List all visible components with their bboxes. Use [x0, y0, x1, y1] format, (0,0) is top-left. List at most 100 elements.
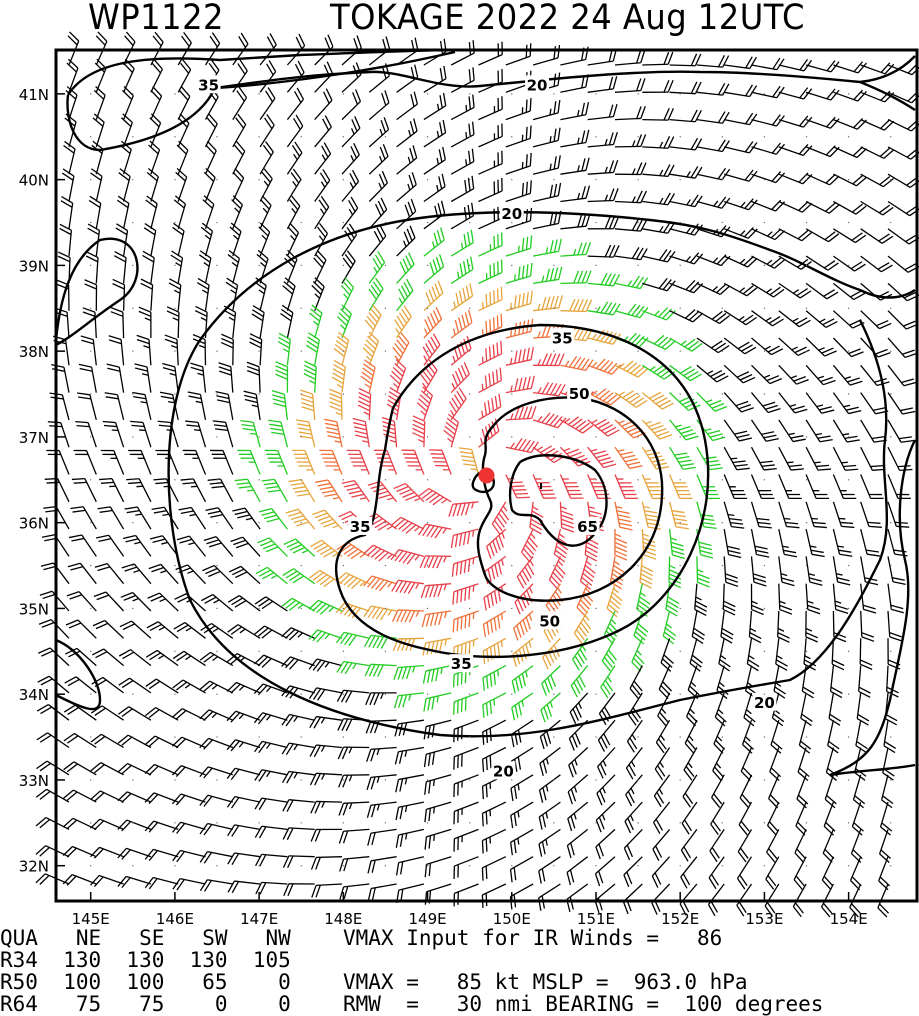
barb-feather — [683, 467, 696, 469]
barb-half-feather — [613, 588, 618, 592]
barb-half-feather — [294, 773, 297, 779]
barb-half-feather — [605, 139, 607, 145]
wind-barb — [364, 606, 397, 620]
barb-half-feather — [145, 318, 151, 320]
barb-feather — [710, 468, 723, 470]
wind-barb — [567, 884, 588, 912]
barb-feather — [540, 790, 543, 803]
barb-half-feather — [669, 566, 675, 569]
barb-feather — [663, 682, 672, 691]
barb-feather — [814, 526, 827, 527]
wind-barb — [833, 147, 866, 158]
barb-half-feather — [349, 747, 352, 753]
barb-feather — [881, 63, 890, 73]
barb-feather — [130, 421, 143, 422]
barb-half-feather — [160, 571, 166, 573]
barb-feather — [354, 427, 367, 430]
barb-feather — [149, 794, 158, 803]
barb-feather — [461, 617, 462, 630]
barb-feather — [486, 757, 487, 770]
wind-barb — [397, 199, 416, 229]
wind-barb — [311, 773, 342, 785]
barb-half-feather — [574, 813, 576, 819]
barb-feather — [862, 637, 874, 641]
barb-feather — [122, 794, 131, 803]
wind-barb — [479, 232, 503, 256]
barb-feather — [259, 227, 268, 236]
wind-barb — [861, 202, 894, 215]
barb-half-feather — [522, 700, 523, 706]
wind-barb — [806, 447, 831, 470]
barb-feather — [539, 871, 541, 884]
wind-barb — [125, 507, 151, 529]
barb-feather — [660, 435, 672, 439]
barb-half-feather — [791, 376, 797, 378]
barb-feather — [728, 550, 741, 553]
barb-feather — [77, 393, 90, 395]
wind-barb — [339, 775, 370, 788]
barb-feather — [313, 602, 322, 611]
barb-feather — [644, 511, 657, 513]
barb-half-feather — [790, 405, 796, 407]
wind-barb — [506, 235, 532, 256]
wind-barb — [250, 334, 262, 366]
wind-barb — [315, 89, 332, 120]
wind-barb — [412, 416, 424, 447]
barb-feather — [444, 93, 446, 106]
barb-half-feather — [408, 157, 410, 163]
wind-barb — [260, 60, 276, 92]
barb-feather — [442, 174, 445, 187]
barb-feather — [367, 805, 370, 817]
barb-feather — [523, 407, 527, 419]
barb-feather — [870, 466, 883, 467]
barb-half-feather — [143, 346, 149, 348]
grid-dot — [132, 822, 133, 823]
barb-feather — [422, 615, 425, 628]
wind-barb — [615, 475, 638, 499]
barb-half-feather — [537, 447, 543, 450]
barb-feather — [579, 603, 588, 612]
wind-barb — [888, 120, 919, 131]
grid-dot — [90, 479, 91, 480]
barb-feather — [609, 77, 612, 90]
barb-feather — [812, 554, 825, 556]
barb-feather — [761, 432, 774, 435]
barb-feather — [470, 283, 473, 296]
barb-feather — [441, 228, 445, 240]
wind-barb — [541, 693, 560, 722]
barb-feather — [487, 649, 488, 662]
barb-half-feather — [787, 462, 793, 463]
barb-feather — [386, 36, 390, 48]
barb-feather — [558, 183, 560, 196]
barb-feather — [789, 465, 802, 466]
barb-feather — [737, 435, 750, 438]
wind-barb — [306, 333, 319, 365]
wind-barb — [255, 798, 287, 810]
barb-feather — [111, 308, 123, 313]
barb-half-feather — [415, 555, 419, 560]
barb-feather — [210, 515, 223, 518]
wind-barb — [806, 229, 839, 242]
barb-half-feather — [313, 321, 318, 325]
wind-barb — [81, 336, 96, 365]
barb-feather — [48, 422, 61, 423]
barb-feather — [237, 515, 250, 518]
barb-feather — [372, 860, 375, 873]
barb-feather — [139, 307, 151, 312]
barb-feather — [410, 226, 415, 238]
barb-half-feather — [542, 276, 544, 282]
barb-feather — [494, 645, 495, 658]
barb-feather — [708, 464, 721, 466]
wind-barb — [506, 438, 539, 452]
barb-feather — [840, 522, 853, 523]
barb-feather — [63, 875, 72, 884]
barb-feather — [83, 308, 95, 312]
barb-feather — [523, 647, 527, 659]
wind-barb — [833, 202, 866, 215]
barb-feather — [371, 777, 375, 789]
wind-barb — [200, 767, 233, 778]
barb-feather — [501, 341, 502, 354]
barb-half-feather — [141, 402, 147, 403]
barb-feather — [493, 372, 494, 385]
barb-feather — [469, 96, 470, 109]
